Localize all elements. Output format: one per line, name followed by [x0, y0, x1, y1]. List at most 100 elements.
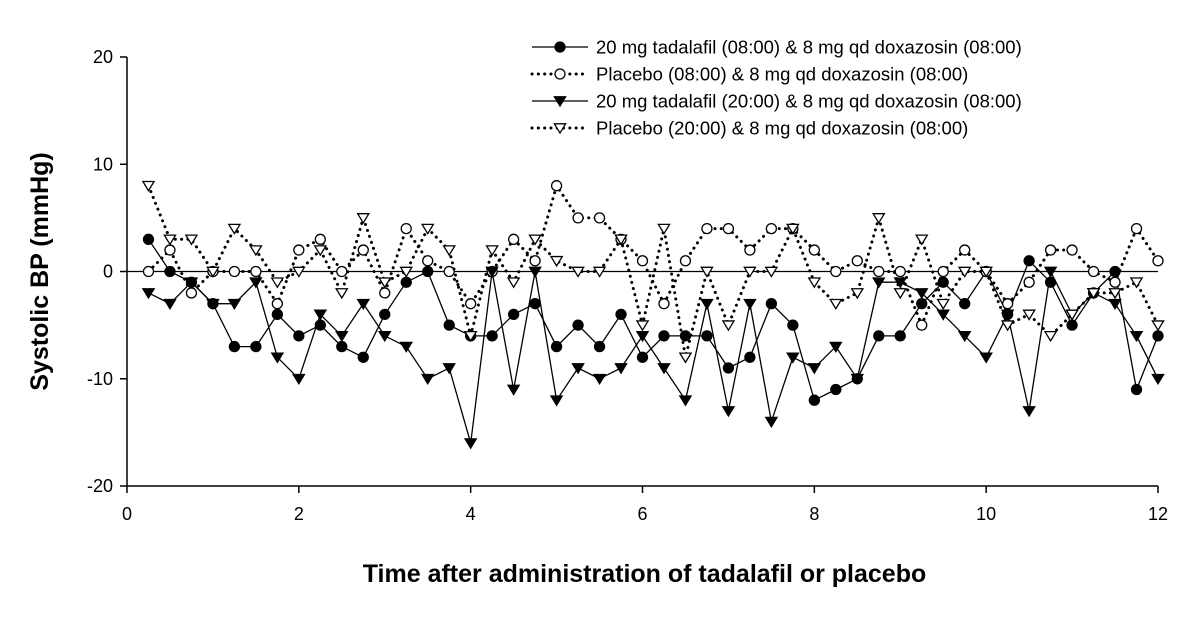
data-point — [764, 416, 779, 428]
data-point — [1130, 383, 1143, 396]
data-point — [141, 288, 156, 300]
legend-marker — [554, 68, 566, 80]
data-point — [463, 438, 478, 450]
data-point — [959, 298, 971, 310]
data-point — [529, 298, 541, 310]
axis-ticks: -20 -10 0 10 20 0 2 4 6 8 10 12 — [87, 47, 1168, 524]
data-point — [701, 222, 713, 235]
data-point — [658, 298, 670, 310]
legend-marker — [553, 96, 567, 108]
data-point — [1151, 373, 1165, 386]
data-point — [1022, 309, 1036, 321]
data-point — [873, 265, 885, 278]
data-point — [141, 180, 156, 192]
legend-item-placebo-2000: Placebo (20:00) & 8 mg qd doxazosin (08:… — [530, 118, 968, 139]
data-point — [336, 340, 348, 353]
data-point — [550, 180, 563, 192]
data-point — [615, 308, 627, 321]
data-point — [356, 213, 371, 225]
data-point — [185, 287, 198, 299]
legend-item-tadalafil-2000: 20 mg tadalafil (20:00) & 8 mg qd doxazo… — [532, 91, 1022, 112]
data-point — [1152, 330, 1164, 342]
data-point — [443, 265, 455, 278]
data-point — [851, 255, 863, 267]
data-point — [1130, 222, 1143, 235]
data-point — [399, 266, 413, 278]
data-point — [377, 330, 392, 343]
data-point — [1129, 330, 1144, 343]
data-point — [422, 255, 434, 267]
data-point — [808, 244, 820, 256]
data-point — [808, 394, 820, 406]
data-point — [1086, 288, 1101, 300]
series-layer — [141, 180, 1165, 450]
data-point — [1151, 320, 1165, 332]
data-point — [894, 330, 906, 342]
data-point — [400, 276, 412, 288]
series-tadalafil-2000 — [141, 266, 1165, 450]
x-tick-label: 6 — [637, 504, 647, 524]
data-point — [206, 298, 220, 310]
y-tick-label: 20 — [93, 47, 113, 67]
data-point — [894, 265, 906, 278]
data-point — [184, 234, 199, 246]
data-point — [722, 222, 735, 235]
data-point — [250, 340, 262, 353]
series-line-tadalafil-2000 — [148, 269, 1159, 444]
data-point — [142, 265, 155, 278]
legend: 20 mg tadalafil (08:00) & 8 mg qd doxazo… — [530, 37, 1022, 139]
data-point — [914, 234, 929, 246]
data-point — [571, 363, 585, 375]
data-point — [485, 245, 499, 257]
data-point — [249, 245, 263, 257]
data-point — [420, 373, 435, 386]
data-point — [786, 352, 800, 364]
data-point — [228, 265, 241, 278]
data-point — [893, 288, 908, 300]
data-point — [270, 352, 285, 364]
data-point — [979, 266, 993, 278]
data-point — [443, 319, 455, 331]
data-point — [336, 265, 348, 278]
data-point — [506, 277, 521, 289]
data-point — [936, 309, 950, 321]
data-point — [142, 233, 155, 245]
data-point — [636, 255, 649, 267]
data-point — [379, 287, 391, 299]
data-point — [1108, 298, 1122, 310]
data-point — [1000, 320, 1015, 332]
data-point — [850, 373, 865, 386]
data-point — [249, 277, 263, 289]
data-point — [357, 351, 369, 363]
series-line-placebo-2000 — [147, 184, 1160, 358]
data-point — [1066, 319, 1078, 331]
data-point — [377, 277, 392, 289]
data-point — [1066, 244, 1078, 256]
legend-marker — [554, 41, 566, 53]
data-point — [979, 352, 993, 364]
legend-label: Placebo (20:00) & 8 mg qd doxazosin (08:… — [596, 118, 968, 139]
data-point — [914, 288, 929, 300]
data-point — [420, 223, 435, 235]
data-point — [658, 330, 670, 342]
data-point — [1001, 298, 1014, 310]
data-point — [270, 277, 285, 289]
data-point — [786, 223, 800, 235]
x-tick-label: 10 — [976, 504, 996, 524]
data-point — [292, 373, 306, 386]
data-point — [335, 288, 349, 300]
legend-marker — [553, 123, 567, 135]
data-point — [442, 245, 456, 257]
data-point — [227, 223, 242, 235]
legend-label: 20 mg tadalafil (08:00) & 8 mg qd doxazo… — [596, 37, 1022, 58]
data-point — [528, 266, 542, 278]
data-point — [657, 363, 671, 375]
data-point — [163, 298, 177, 310]
data-point — [528, 234, 542, 246]
data-point — [592, 373, 607, 386]
legend-label: 20 mg tadalafil (20:00) & 8 mg qd doxazo… — [596, 91, 1022, 112]
data-point — [442, 363, 456, 375]
data-point — [873, 330, 885, 342]
data-point — [507, 233, 520, 245]
